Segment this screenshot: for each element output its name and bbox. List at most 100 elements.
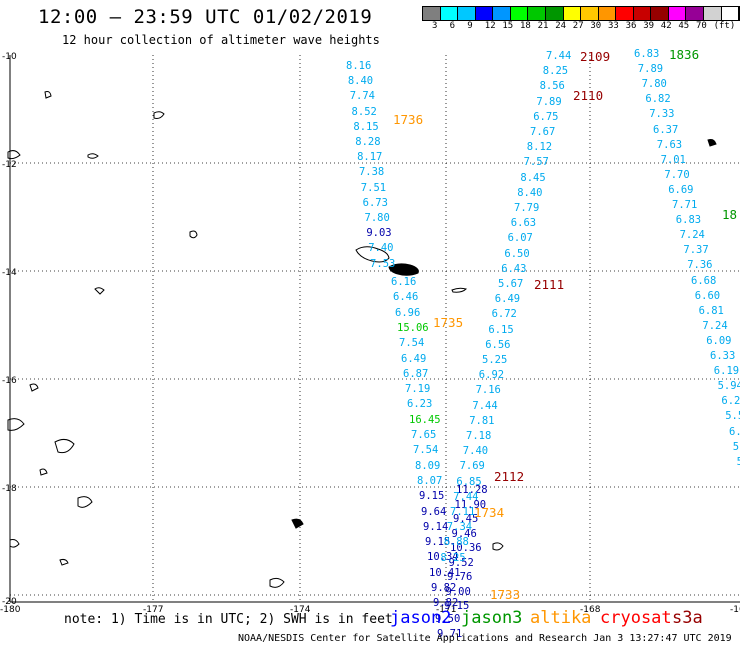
swh-value: 9.45 [453,513,479,525]
colorbar-swatch [545,7,564,20]
swh-value: 7.24 [679,229,705,242]
swh-value: 6.16 [391,276,417,288]
pass-time-label: 1735 [433,315,464,330]
island-k [707,139,717,147]
swh-value: 8.45 [520,171,546,184]
colorbar-tick-label: 39 [643,21,655,31]
swh-value: 6.07 [507,232,533,245]
swh-value: 7.44 [546,50,572,62]
swh-value: 7.16 [475,384,501,397]
swh-value: 11.90 [454,498,487,511]
swh-value: 7.69 [459,460,485,473]
land-outlines [7,91,717,588]
swh-value: 6.19 [713,365,740,378]
swh-value: 7.40 [368,242,394,255]
island-n [39,468,48,476]
swh-value: 6.72 [491,308,517,321]
pass-time-label: 2112 [494,469,525,484]
latitude-label: -20 [2,597,17,607]
colorbar-swatch [598,7,617,20]
swh-value: 8.25 [542,65,569,78]
swh-value: 6.68 [691,274,717,287]
swh-value: 7.51 [360,181,387,194]
swh-value: 6.50 [504,247,530,260]
island-j [291,518,304,529]
swh-value: 7.19 [405,383,431,396]
coordinate-labels: -10 -12 -14 -16 -18 -20-180 -177 -174 -171 -168 -1… [0,52,740,615]
swh-value: 7.57 [523,156,549,169]
swh-value: 6.75 [533,110,559,123]
longitude-label: -180 [0,605,21,615]
swh-value: 7.44 [453,490,479,503]
colorbar-tick-label: (ft) [713,21,736,31]
map-frame [9,55,740,603]
swh-value: 7.81 [469,414,495,427]
colorbar-tick-label: 42 [660,21,672,31]
colorbar-tick-label: 24 [555,21,567,31]
longitude-label: -171 [436,605,456,615]
colorbar-swatch [493,7,511,20]
swh-value: 8.52 [351,105,377,118]
swh-value: 6.83 [634,48,660,60]
swh-value: 7.24 [702,319,728,332]
swh-value: 8.40 [347,75,374,88]
swh-value: 7.67 [530,126,556,138]
colorbar-swatch [633,7,652,20]
swh-value: 6.56 [485,338,511,351]
longitude-label: -168 [580,605,601,615]
colorbar-swatch [721,7,740,20]
longitude-label: -174 [290,605,311,615]
island-g [492,542,504,551]
colorbar-swatch [440,7,459,20]
swh-value: 7.71 [672,199,698,211]
swh-value: 7.53 [370,257,396,270]
swh-value: 9.14 [423,520,449,533]
island-i [269,577,285,588]
swh-value: 7.80 [641,78,667,91]
swh-value: 8.40 [517,186,543,199]
pass-time-label: 18 [722,207,738,222]
swh-value: 8.28 [355,136,381,148]
colorbar-swatch [475,7,494,20]
swh-value: 9.15 [419,490,445,503]
swh-value: 16.45 [409,413,441,426]
swh-value: 9.64 [421,505,447,518]
colorbar-swatch [686,7,704,20]
colorbar-tick-label: 36 [625,21,637,31]
latitude-label: -10 [2,52,17,62]
swh-value: 6.27 [721,395,740,408]
colorbar-tick-label: 30 [590,21,602,31]
swh-value: 5.25 [482,354,508,366]
swh-value: 8.16 [346,60,372,72]
graticule [10,55,740,602]
swh-value: 7.40 [462,445,489,458]
island-upolu [355,246,390,263]
latitude-label: -16 [2,376,17,386]
colorbar-tick-label: 21 [537,21,549,31]
swh-value: 9.71 [437,627,463,640]
swh-value: 7.37 [683,244,709,257]
swh-value: 7.36 [687,259,713,272]
swh-value: 6.23 [407,398,433,411]
swh-value: 6.83 [675,214,702,227]
swh-value: 5. [732,440,740,453]
colorbar-tick-label: 9 [467,21,473,31]
island-a [94,287,105,295]
footnote: note: 1) Time is in UTC; 2) SWH is in fe… [64,612,393,627]
swh-value: 8.88 [443,536,469,549]
colorbar [422,6,740,21]
swh-value: 5.67 [498,278,524,290]
swh-value: 7.70 [664,168,690,181]
swh-value: 6.92 [478,369,505,382]
map-title: 12:00 — 23:59 UTC 01/02/2019 [38,6,373,28]
pass-time-label: 2109 [580,49,611,64]
swh-value: 7.38 [358,166,385,179]
colorbar-tick-label: 3 [432,21,438,31]
latitude-label: -18 [2,484,17,494]
pass-time-label: 1836 [669,47,700,62]
swh-value: 5.94 [717,380,740,393]
colorbar-tick-label: 6 [449,21,456,31]
colorbar-swatch [458,7,476,20]
swh-value: 8.25 [440,551,466,564]
swh-value: 8.07 [417,474,443,487]
